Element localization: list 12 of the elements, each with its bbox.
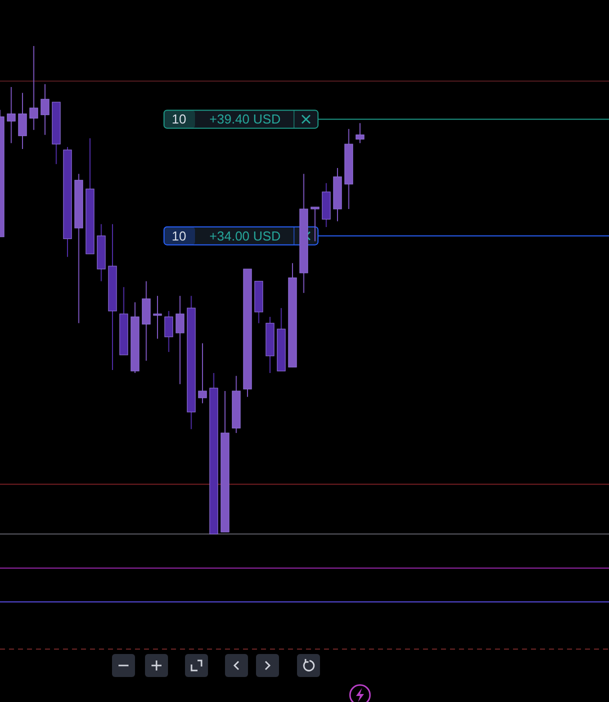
candlestick <box>176 295 184 385</box>
text: 10 +39.40 USD <box>172 112 281 127</box>
candlestick <box>6 86 16 144</box>
candlestick <box>29 46 38 130</box>
candlestick <box>164 310 174 352</box>
candlestick <box>198 342 207 404</box>
candlestick <box>18 92 27 150</box>
candlestick <box>153 295 162 340</box>
candlestick <box>310 206 320 242</box>
text: 10 +34.00 USD <box>172 228 281 244</box>
candlestick <box>356 122 364 144</box>
candlestick <box>40 84 50 136</box>
